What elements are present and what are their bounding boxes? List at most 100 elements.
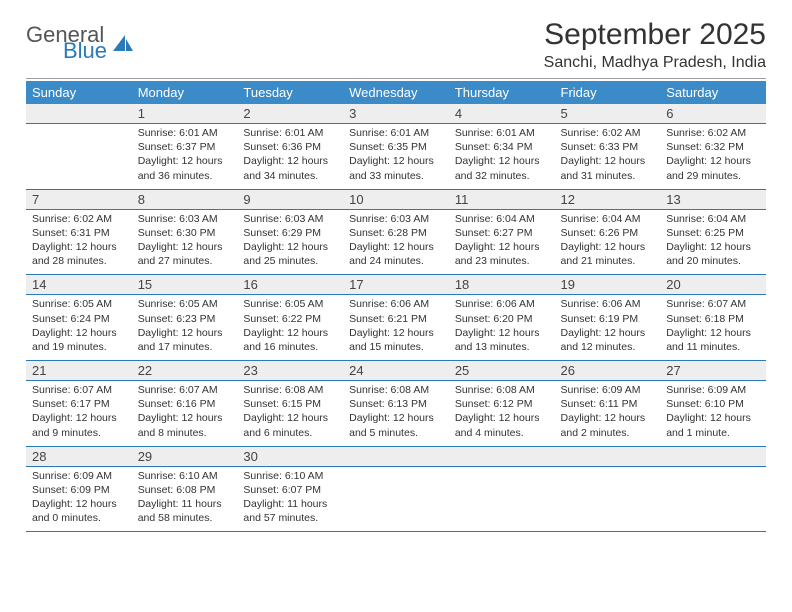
weekday-header-row: SundayMondayTuesdayWednesdayThursdayFrid… xyxy=(26,81,766,104)
day-content-cell: Sunrise: 6:03 AMSunset: 6:29 PMDaylight:… xyxy=(237,209,343,275)
day-content-cell: Sunrise: 6:02 AMSunset: 6:31 PMDaylight:… xyxy=(26,209,132,275)
daylight-line1: Daylight: 12 hours xyxy=(455,154,549,168)
day-content-cell: Sunrise: 6:10 AMSunset: 6:07 PMDaylight:… xyxy=(237,466,343,532)
sunrise-text: Sunrise: 6:10 AM xyxy=(243,469,337,483)
day-details: Sunrise: 6:07 AMSunset: 6:17 PMDaylight:… xyxy=(26,381,132,446)
sunrise-text: Sunrise: 6:06 AM xyxy=(349,297,443,311)
daylight-line2: and 29 minutes. xyxy=(666,169,760,183)
daylight-line2: and 33 minutes. xyxy=(349,169,443,183)
weekday-header: Tuesday xyxy=(237,81,343,104)
daylight-line1: Daylight: 12 hours xyxy=(455,326,549,340)
day-number: 2 xyxy=(237,104,343,123)
daylight-line2: and 2 minutes. xyxy=(561,426,655,440)
calendar-table: SundayMondayTuesdayWednesdayThursdayFrid… xyxy=(26,81,766,532)
sunset-text: Sunset: 6:26 PM xyxy=(561,226,655,240)
day-content-cell: Sunrise: 6:03 AMSunset: 6:28 PMDaylight:… xyxy=(343,209,449,275)
day-number-cell: 17 xyxy=(343,275,449,295)
day-content-cell: Sunrise: 6:06 AMSunset: 6:21 PMDaylight:… xyxy=(343,295,449,361)
sunset-text: Sunset: 6:08 PM xyxy=(138,483,232,497)
sunset-text: Sunset: 6:21 PM xyxy=(349,312,443,326)
day-number-row: 21222324252627 xyxy=(26,361,766,381)
day-content-cell: Sunrise: 6:08 AMSunset: 6:12 PMDaylight:… xyxy=(449,381,555,447)
day-number-cell: 18 xyxy=(449,275,555,295)
sunrise-text: Sunrise: 6:05 AM xyxy=(32,297,126,311)
weekday-header: Wednesday xyxy=(343,81,449,104)
sunrise-text: Sunrise: 6:02 AM xyxy=(666,126,760,140)
day-content-cell: Sunrise: 6:05 AMSunset: 6:22 PMDaylight:… xyxy=(237,295,343,361)
day-content-cell: Sunrise: 6:08 AMSunset: 6:15 PMDaylight:… xyxy=(237,381,343,447)
location-subtitle: Sanchi, Madhya Pradesh, India xyxy=(544,54,766,72)
day-number-cell: 13 xyxy=(660,189,766,209)
day-number: 30 xyxy=(237,447,343,466)
sunset-text: Sunset: 6:23 PM xyxy=(138,312,232,326)
day-number: 21 xyxy=(26,361,132,380)
day-details: Sunrise: 6:09 AMSunset: 6:10 PMDaylight:… xyxy=(660,381,766,446)
day-details: Sunrise: 6:10 AMSunset: 6:07 PMDaylight:… xyxy=(237,467,343,532)
daylight-line1: Daylight: 12 hours xyxy=(138,326,232,340)
day-content-cell: Sunrise: 6:06 AMSunset: 6:19 PMDaylight:… xyxy=(555,295,661,361)
sunrise-text: Sunrise: 6:01 AM xyxy=(349,126,443,140)
day-content-row: Sunrise: 6:02 AMSunset: 6:31 PMDaylight:… xyxy=(26,209,766,275)
daylight-line2: and 27 minutes. xyxy=(138,254,232,268)
daylight-line2: and 13 minutes. xyxy=(455,340,549,354)
sunset-text: Sunset: 6:17 PM xyxy=(32,397,126,411)
weekday-header: Monday xyxy=(132,81,238,104)
sail-icon xyxy=(111,33,135,58)
sunrise-text: Sunrise: 6:07 AM xyxy=(32,383,126,397)
title-block: September 2025 Sanchi, Madhya Pradesh, I… xyxy=(544,18,766,72)
day-number-row: 14151617181920 xyxy=(26,275,766,295)
day-content-cell: Sunrise: 6:02 AMSunset: 6:33 PMDaylight:… xyxy=(555,124,661,190)
day-number: 15 xyxy=(132,275,238,294)
sunset-text: Sunset: 6:31 PM xyxy=(32,226,126,240)
day-content-cell: Sunrise: 6:06 AMSunset: 6:20 PMDaylight:… xyxy=(449,295,555,361)
daylight-line2: and 57 minutes. xyxy=(243,511,337,525)
day-number: 16 xyxy=(237,275,343,294)
day-number: 9 xyxy=(237,190,343,209)
day-number-cell: 26 xyxy=(555,361,661,381)
day-content-cell: Sunrise: 6:01 AMSunset: 6:36 PMDaylight:… xyxy=(237,124,343,190)
sunset-text: Sunset: 6:12 PM xyxy=(455,397,549,411)
day-content-row: Sunrise: 6:07 AMSunset: 6:17 PMDaylight:… xyxy=(26,381,766,447)
daylight-line2: and 11 minutes. xyxy=(666,340,760,354)
day-details: Sunrise: 6:05 AMSunset: 6:24 PMDaylight:… xyxy=(26,295,132,360)
day-number-cell: 8 xyxy=(132,189,238,209)
daylight-line1: Daylight: 12 hours xyxy=(32,497,126,511)
daylight-line1: Daylight: 12 hours xyxy=(32,411,126,425)
sunset-text: Sunset: 6:34 PM xyxy=(455,140,549,154)
day-number-cell: 29 xyxy=(132,446,238,466)
day-number: 26 xyxy=(555,361,661,380)
empty-content-cell xyxy=(26,124,132,190)
header-rule xyxy=(26,78,766,79)
day-number: 18 xyxy=(449,275,555,294)
daylight-line2: and 9 minutes. xyxy=(32,426,126,440)
sunset-text: Sunset: 6:07 PM xyxy=(243,483,337,497)
daylight-line1: Daylight: 12 hours xyxy=(666,411,760,425)
day-details: Sunrise: 6:01 AMSunset: 6:35 PMDaylight:… xyxy=(343,124,449,189)
weekday-header: Sunday xyxy=(26,81,132,104)
daylight-line2: and 58 minutes. xyxy=(138,511,232,525)
day-details: Sunrise: 6:08 AMSunset: 6:13 PMDaylight:… xyxy=(343,381,449,446)
day-details: Sunrise: 6:06 AMSunset: 6:20 PMDaylight:… xyxy=(449,295,555,360)
sunset-text: Sunset: 6:28 PM xyxy=(349,226,443,240)
daylight-line1: Daylight: 12 hours xyxy=(561,326,655,340)
daylight-line1: Daylight: 12 hours xyxy=(561,411,655,425)
day-number-cell: 4 xyxy=(449,104,555,124)
day-number-cell: 5 xyxy=(555,104,661,124)
empty-cell xyxy=(449,446,555,466)
day-number: 13 xyxy=(660,190,766,209)
sunset-text: Sunset: 6:36 PM xyxy=(243,140,337,154)
sunset-text: Sunset: 6:35 PM xyxy=(349,140,443,154)
empty-cell xyxy=(555,446,661,466)
sunrise-text: Sunrise: 6:08 AM xyxy=(455,383,549,397)
daylight-line1: Daylight: 12 hours xyxy=(243,240,337,254)
daylight-line2: and 32 minutes. xyxy=(455,169,549,183)
day-number-cell: 6 xyxy=(660,104,766,124)
daylight-line1: Daylight: 12 hours xyxy=(243,326,337,340)
daylight-line1: Daylight: 12 hours xyxy=(455,411,549,425)
day-details: Sunrise: 6:09 AMSunset: 6:11 PMDaylight:… xyxy=(555,381,661,446)
day-content-row: Sunrise: 6:09 AMSunset: 6:09 PMDaylight:… xyxy=(26,466,766,532)
daylight-line2: and 21 minutes. xyxy=(561,254,655,268)
day-number: 10 xyxy=(343,190,449,209)
daylight-line2: and 6 minutes. xyxy=(243,426,337,440)
day-number-cell: 14 xyxy=(26,275,132,295)
